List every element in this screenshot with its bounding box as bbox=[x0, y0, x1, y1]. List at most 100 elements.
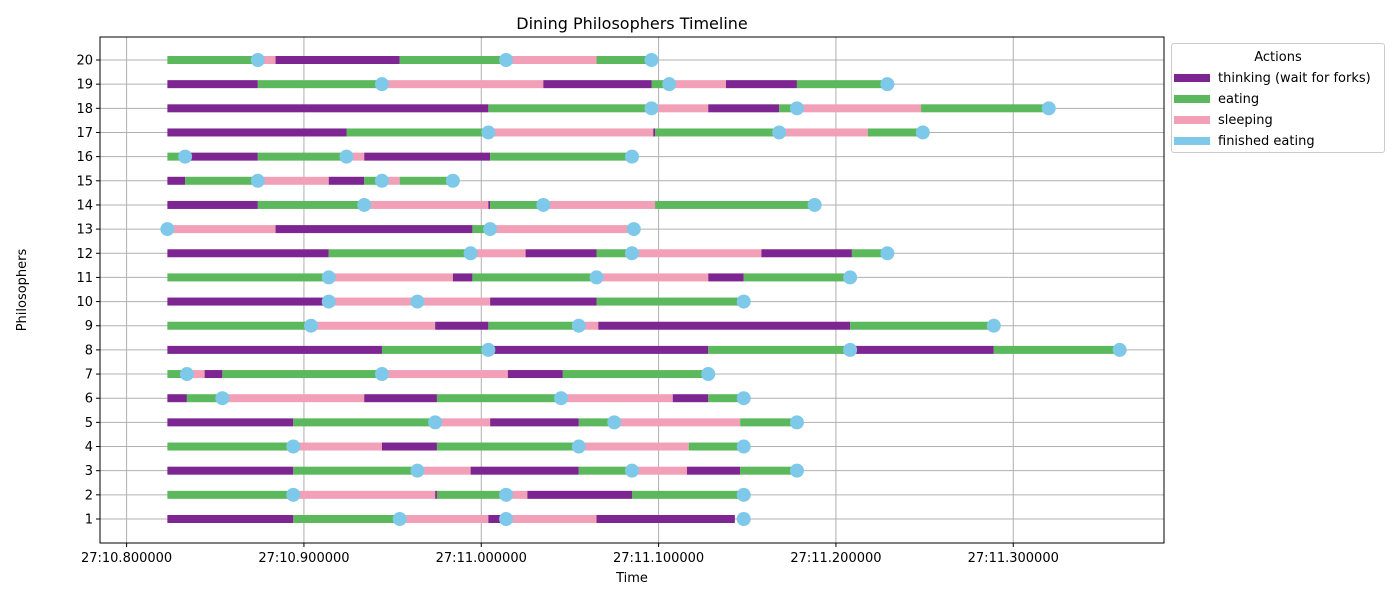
segment-thinking bbox=[435, 490, 437, 499]
x-axis-label: Time bbox=[615, 571, 648, 586]
finished-marker bbox=[286, 487, 301, 502]
segment-sleeping bbox=[381, 370, 508, 379]
segment-eating bbox=[328, 249, 471, 258]
y-tick-label: 5 bbox=[85, 416, 93, 431]
segment-thinking bbox=[708, 273, 744, 282]
finished-marker bbox=[986, 318, 1001, 333]
x-axis: 27:10.800000 27:10.900000 27:11.000000 27:1… bbox=[81, 543, 1059, 566]
segment-thinking bbox=[708, 104, 780, 113]
segment-eating bbox=[167, 56, 258, 64]
segment-thinking bbox=[543, 80, 652, 89]
y-tick-label: 15 bbox=[76, 174, 93, 189]
segment-thinking bbox=[167, 80, 258, 89]
finished-marker-layer bbox=[160, 53, 1127, 526]
segment-thinking bbox=[850, 345, 994, 354]
finished-marker bbox=[644, 101, 659, 116]
finished-marker bbox=[807, 197, 822, 212]
segment-thinking bbox=[275, 225, 473, 234]
segment-eating bbox=[346, 128, 489, 137]
legend-swatch-sleeping bbox=[1174, 116, 1210, 124]
y-tick-label: 13 bbox=[76, 223, 93, 238]
finished-marker bbox=[625, 149, 639, 164]
segment-eating bbox=[651, 80, 670, 89]
segment-eating bbox=[655, 200, 815, 209]
finished-marker bbox=[571, 318, 586, 333]
finished-marker bbox=[410, 463, 425, 478]
legend-label-finished: finished eating bbox=[1218, 133, 1315, 149]
finished-marker bbox=[304, 318, 319, 333]
segment-sleeping bbox=[578, 321, 599, 330]
segment-eating bbox=[257, 80, 382, 89]
finished-marker bbox=[736, 439, 751, 454]
segment-thinking bbox=[185, 152, 258, 161]
segment-sleeping bbox=[651, 104, 709, 113]
finished-marker bbox=[843, 342, 858, 357]
segment-thinking bbox=[488, 515, 507, 523]
finished-marker bbox=[483, 222, 498, 237]
legend-swatch-thinking bbox=[1174, 74, 1210, 82]
segment-thinking bbox=[653, 128, 656, 137]
segment-sleeping bbox=[506, 490, 528, 499]
segment-thinking bbox=[167, 200, 258, 209]
segment-eating bbox=[167, 321, 312, 330]
segment-eating bbox=[708, 345, 851, 354]
segment-sleeping bbox=[506, 515, 597, 523]
segment-eating bbox=[167, 490, 294, 499]
segment-eating bbox=[257, 200, 365, 209]
finished-marker bbox=[215, 391, 230, 406]
finished-marker bbox=[772, 125, 787, 140]
x-tick-label: 27:10.900000 bbox=[258, 551, 349, 566]
segment-eating bbox=[222, 370, 382, 379]
finished-marker bbox=[789, 463, 804, 478]
finished-marker bbox=[481, 342, 496, 357]
segment-sleeping bbox=[293, 442, 382, 451]
segment-eating bbox=[578, 418, 615, 427]
finished-marker bbox=[160, 222, 175, 237]
finished-marker bbox=[250, 173, 265, 188]
segment-sleeping bbox=[328, 273, 453, 282]
finished-marker bbox=[625, 246, 639, 261]
segment-eating bbox=[490, 152, 632, 161]
segment-thinking bbox=[167, 418, 294, 427]
finished-marker bbox=[915, 125, 930, 140]
segment-eating bbox=[779, 104, 797, 113]
segment-eating bbox=[743, 273, 851, 282]
legend-label-thinking: thinking (wait for forks) bbox=[1218, 70, 1371, 86]
segment-thinking bbox=[488, 200, 491, 209]
segment-sleeping bbox=[186, 370, 205, 379]
segment-thinking bbox=[167, 466, 294, 475]
y-tick-label: 6 bbox=[85, 392, 93, 407]
x-tick-label: 27:11.100000 bbox=[613, 551, 704, 566]
y-tick-label: 17 bbox=[76, 126, 93, 141]
segment-sleeping bbox=[669, 80, 726, 89]
finished-marker bbox=[662, 77, 677, 92]
y-tick-label: 19 bbox=[76, 78, 93, 93]
finished-marker bbox=[736, 487, 751, 502]
segment-thinking bbox=[167, 128, 347, 137]
segment-thinking bbox=[507, 370, 563, 379]
finished-marker bbox=[880, 246, 895, 261]
finished-marker bbox=[843, 270, 858, 285]
legend-swatch-finished bbox=[1174, 137, 1210, 145]
plot-background bbox=[100, 37, 1164, 543]
segment-sleeping bbox=[311, 321, 436, 330]
finished-marker bbox=[374, 367, 389, 382]
segment-thinking bbox=[598, 321, 851, 330]
x-tick-label: 27:11.300000 bbox=[968, 551, 1059, 566]
segment-thinking bbox=[761, 249, 852, 258]
segment-thinking bbox=[364, 394, 437, 403]
finished-marker bbox=[736, 391, 751, 406]
segment-thinking bbox=[488, 345, 709, 354]
segment-eating bbox=[796, 80, 888, 89]
segment-thinking bbox=[167, 394, 187, 403]
segment-sleeping bbox=[506, 56, 597, 64]
segment-eating bbox=[851, 249, 888, 258]
segment-eating bbox=[488, 321, 579, 330]
segment-eating bbox=[850, 321, 994, 330]
y-tick-label: 4 bbox=[85, 440, 93, 455]
segment-eating bbox=[167, 442, 294, 451]
segment-eating bbox=[867, 128, 923, 137]
finished-marker bbox=[625, 463, 639, 478]
y-tick-label: 12 bbox=[76, 247, 93, 262]
